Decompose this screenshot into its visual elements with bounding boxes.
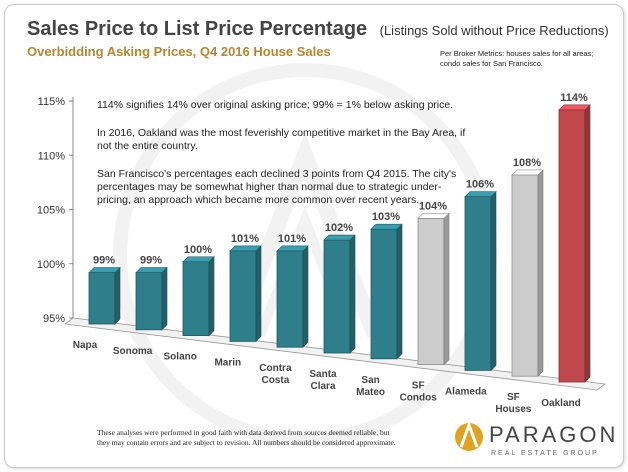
category-label: SF (412, 381, 425, 392)
bar (417, 212, 450, 366)
bar-side (255, 245, 262, 343)
bar-top (511, 169, 544, 176)
bar-front (229, 250, 257, 342)
category-label: Condos (400, 393, 438, 404)
disclaimer-line2: they may contain errors and are subject … (97, 438, 396, 447)
value-label: 101% (278, 233, 306, 245)
bar-side (490, 190, 497, 372)
category-label: San (361, 375, 379, 386)
bar-side (537, 169, 544, 377)
bar-side (161, 266, 168, 331)
value-label: 103% (372, 211, 400, 223)
bar (276, 245, 309, 348)
annotation-line2: In 2016, Oakland was the most feverishly… (97, 127, 465, 139)
bar-front (135, 272, 163, 331)
y-tick-label: 105% (37, 205, 65, 217)
bar (464, 190, 497, 372)
y-tick-label: 100% (37, 259, 65, 271)
category-label: Contra (259, 363, 292, 374)
bar-side (302, 245, 309, 348)
bar-front (276, 250, 304, 348)
paragon-logo-tagline: REAL ESTATE GROUP (491, 450, 599, 457)
bar-top (135, 267, 168, 273)
annotation-line3: not the entire country. (97, 140, 198, 152)
value-label: 114% (560, 92, 588, 104)
category-label: Oakland (541, 398, 580, 409)
bar-top (370, 223, 403, 230)
annotation-line6: pricing, an approach which became more c… (97, 194, 419, 206)
bar-side (349, 234, 356, 354)
y-tick-label: 110% (38, 150, 66, 162)
category-label: Solano (164, 352, 197, 363)
value-label: 104% (419, 200, 447, 212)
bar-top (229, 245, 262, 252)
value-label: 99% (140, 255, 162, 267)
bar-top (417, 213, 450, 219)
annotation-line4: San Francisco's percentages each decline… (97, 168, 456, 180)
bar-top (276, 245, 309, 252)
disclaimer-line1: These analyses were performed in good fa… (97, 428, 391, 437)
bar (323, 234, 356, 354)
bar-front (182, 261, 210, 336)
source-note-line1: Per Broker Metrics: houses sales for all… (440, 49, 593, 58)
value-labels: 99% 99% 100% 101% 101% 102% 103% 104% 106% 108% 11… (93, 92, 588, 267)
bar-front (417, 217, 445, 366)
category-label: Clara (310, 381, 335, 392)
category-label: SF (507, 392, 520, 403)
bar (88, 266, 121, 325)
bar-top (558, 104, 591, 111)
value-label: 101% (231, 233, 259, 245)
bars (88, 104, 591, 383)
bar (182, 256, 215, 337)
bar (558, 104, 591, 383)
value-label: 102% (325, 222, 353, 234)
chart-title: Sales Price to List Price Percentage (Li… (27, 18, 609, 40)
category-label: Mateo (356, 387, 385, 398)
bar-side (208, 256, 215, 337)
chart-canvas: Sales Price to List Price Percentage (Li… (27, 18, 618, 457)
annotation-line1: 114% signifies 14% over original asking … (97, 99, 453, 111)
category-label: Napa (73, 340, 98, 351)
chart-frame: Sales Price to List Price Percentage (Li… (4, 4, 624, 468)
category-label: Alameda (445, 386, 487, 397)
category-label: Houses (495, 404, 532, 415)
annotation-box: 114% signifies 14% over original asking … (97, 99, 465, 206)
y-axis-ticks: 95% 100% 105% 110% 115% (37, 96, 73, 325)
bar-front (464, 196, 492, 371)
value-label: 99% (93, 255, 115, 267)
bar-front (370, 228, 398, 360)
bar (370, 223, 403, 360)
value-label: 100% (184, 244, 212, 256)
y-tick-label: 95% (43, 313, 65, 325)
category-label: Costa (262, 375, 290, 386)
value-label: 108% (513, 157, 541, 169)
bar-front (511, 174, 539, 377)
chart-subtitle: Overbidding Asking Prices, Q4 2016 House… (27, 44, 331, 59)
bar-front (88, 272, 116, 325)
bar-top (182, 256, 215, 263)
y-tick-label: 115% (38, 96, 66, 108)
bar-top (464, 191, 497, 197)
bar (135, 266, 168, 331)
bar-side (114, 266, 121, 325)
bar (511, 169, 544, 377)
bar-top (88, 267, 121, 273)
source-note-line2: condo sales for San Francisco. (440, 59, 543, 68)
bar-side (396, 223, 403, 360)
value-label: 106% (466, 179, 494, 191)
paragon-logo: PARAGON REAL ESTATE GROUP (455, 420, 618, 457)
bar-side (584, 104, 591, 383)
category-label: Marin (214, 357, 241, 368)
annotation-line5: percentages may be somewhat higher than … (97, 181, 442, 193)
bar-top (323, 234, 356, 241)
bar (229, 245, 262, 343)
paragon-logo-name: PARAGON (489, 422, 618, 447)
bar-side (443, 212, 450, 366)
category-label: Santa (309, 369, 337, 380)
bar-front (558, 109, 586, 383)
category-label: Sonoma (113, 346, 153, 357)
bar-front (323, 239, 351, 354)
